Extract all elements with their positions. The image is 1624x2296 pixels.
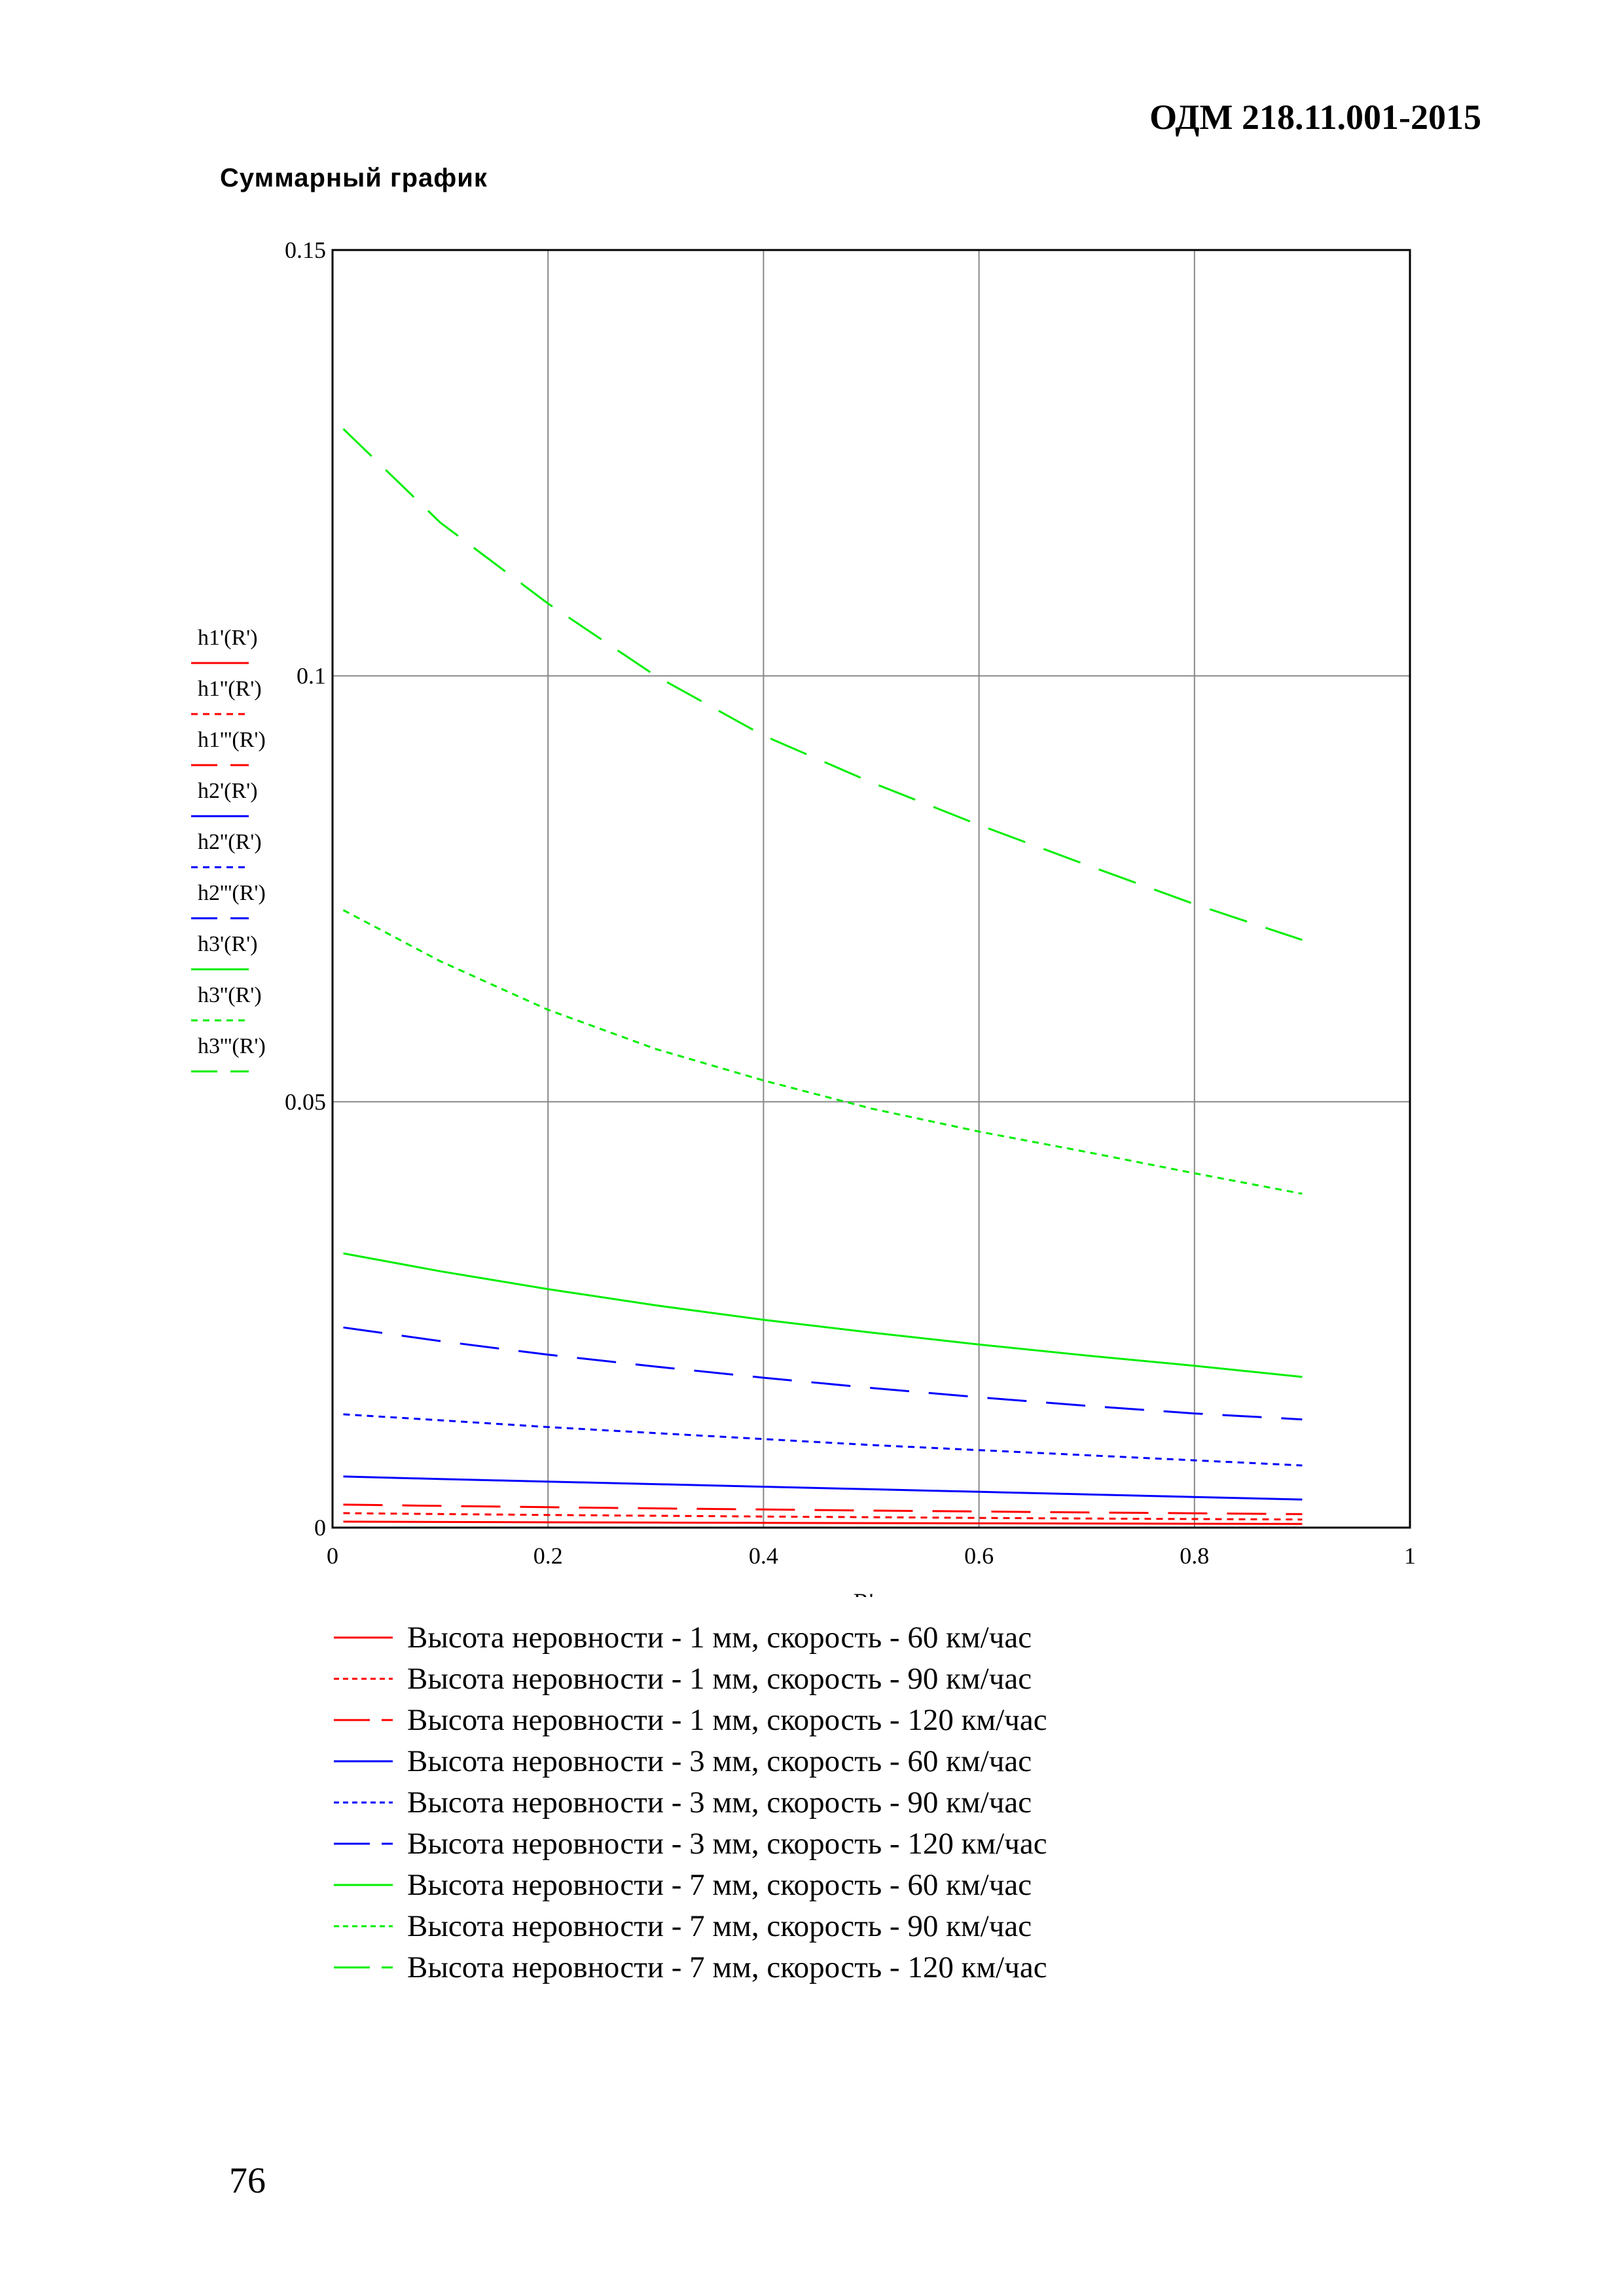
x-tick-label: 0.8: [1180, 1543, 1209, 1569]
legend-label: Высота неровности - 7 мм, скорость - 60 …: [407, 1867, 1032, 1902]
legend-item: Высота неровности - 1 мм, скорость - 90 …: [334, 1658, 1047, 1699]
legend-item: Высота неровности - 3 мм, скорость - 90 …: [334, 1782, 1047, 1823]
legend-item: Высота неровности - 7 мм, скорость - 90 …: [334, 1905, 1047, 1946]
legend-swatch: [334, 1842, 393, 1844]
series-line: [343, 1252, 1303, 1378]
y-series-label: h1'''(R'): [198, 728, 266, 752]
x-tick-label: 1: [1404, 1543, 1416, 1569]
y-series-label: h3''(R'): [198, 983, 262, 1007]
y-tick-label: 0.15: [285, 237, 326, 263]
document-code: ОДМ 218.11.001-2015: [1149, 98, 1481, 137]
series-line: [343, 1512, 1303, 1521]
y-series-label: h3'(R'): [198, 932, 258, 956]
series-line: [343, 1503, 1303, 1515]
legend-swatch: [334, 1719, 393, 1721]
legend-item: Высота неровности - 1 мм, скорость - 120…: [334, 1699, 1047, 1740]
y-series-label: h2''(R'): [198, 830, 262, 854]
series-line: [342, 428, 1303, 941]
legend-swatch: [334, 1677, 393, 1679]
legend-swatch: [334, 1925, 393, 1927]
series-line: [343, 1413, 1303, 1467]
y-series-label: h1''(R'): [198, 677, 262, 701]
y-series-label: h2'''(R'): [198, 881, 266, 905]
legend-label: Высота неровности - 7 мм, скорость - 90 …: [407, 1909, 1032, 1943]
legend-swatch: [334, 1760, 393, 1762]
y-series-label: h2'(R'): [198, 779, 258, 803]
page-number: 76: [229, 2161, 266, 2201]
legend-label: Высота неровности - 3 мм, скорость - 90 …: [407, 1785, 1032, 1820]
x-axis-label: R': [854, 1588, 874, 1597]
legend-label: Высота неровности - 3 мм, скорость - 120…: [407, 1826, 1047, 1861]
legend-item: Высота неровности - 1 мм, скорость - 60 …: [334, 1617, 1047, 1658]
legend-swatch: [334, 1966, 393, 1968]
legend-item: Высота неровности - 3 мм, скорость - 60 …: [334, 1740, 1047, 1782]
legend-swatch: [334, 1801, 393, 1803]
legend-label: Высота неровности - 3 мм, скорость - 60 …: [407, 1744, 1032, 1778]
x-tick-label: 0.2: [533, 1543, 563, 1569]
legend-label: Высота неровности - 7 мм, скорость - 120…: [407, 1950, 1047, 1984]
chart-legend: Высота неровности - 1 мм, скорость - 60 …: [334, 1617, 1047, 1988]
y-series-label: h3'''(R'): [198, 1034, 266, 1058]
chart: 0 0.2 0.4 0.6 0.8 1 0 0.05 0.1 0.15 R' h1'(R') h1''(…: [191, 237, 1416, 1597]
y-tick-label: 0.05: [285, 1088, 326, 1115]
y-tick-label: 0.1: [297, 663, 326, 689]
x-tick-label: 0.4: [749, 1543, 778, 1569]
series-line: [343, 1520, 1303, 1525]
series-line: [343, 1326, 1303, 1421]
legend-label: Высота неровности - 1 мм, скорость - 60 …: [407, 1620, 1032, 1655]
legend-item: Высота неровности - 3 мм, скорость - 120…: [334, 1823, 1047, 1864]
series-line: [342, 909, 1303, 1195]
legend-swatch: [334, 1884, 393, 1886]
y-tick-label: 0: [314, 1515, 326, 1541]
legend-swatch: [334, 1636, 393, 1638]
plot-frame: [331, 249, 1411, 1529]
x-tick-label: 0.6: [964, 1543, 994, 1569]
x-tick-label: 0: [327, 1543, 338, 1569]
legend-label: Высота неровности - 1 мм, скорость - 120…: [407, 1702, 1047, 1737]
legend-label: Высота неровности - 1 мм, скорость - 90 …: [407, 1661, 1032, 1696]
legend-item: Высота неровности - 7 мм, скорость - 60 …: [334, 1864, 1047, 1905]
legend-item: Высота неровности - 7 мм, скорость - 120…: [334, 1946, 1047, 1988]
section-title: Суммарный график: [220, 164, 488, 192]
y-series-label: h1'(R'): [198, 626, 258, 650]
series-line: [343, 1475, 1303, 1501]
